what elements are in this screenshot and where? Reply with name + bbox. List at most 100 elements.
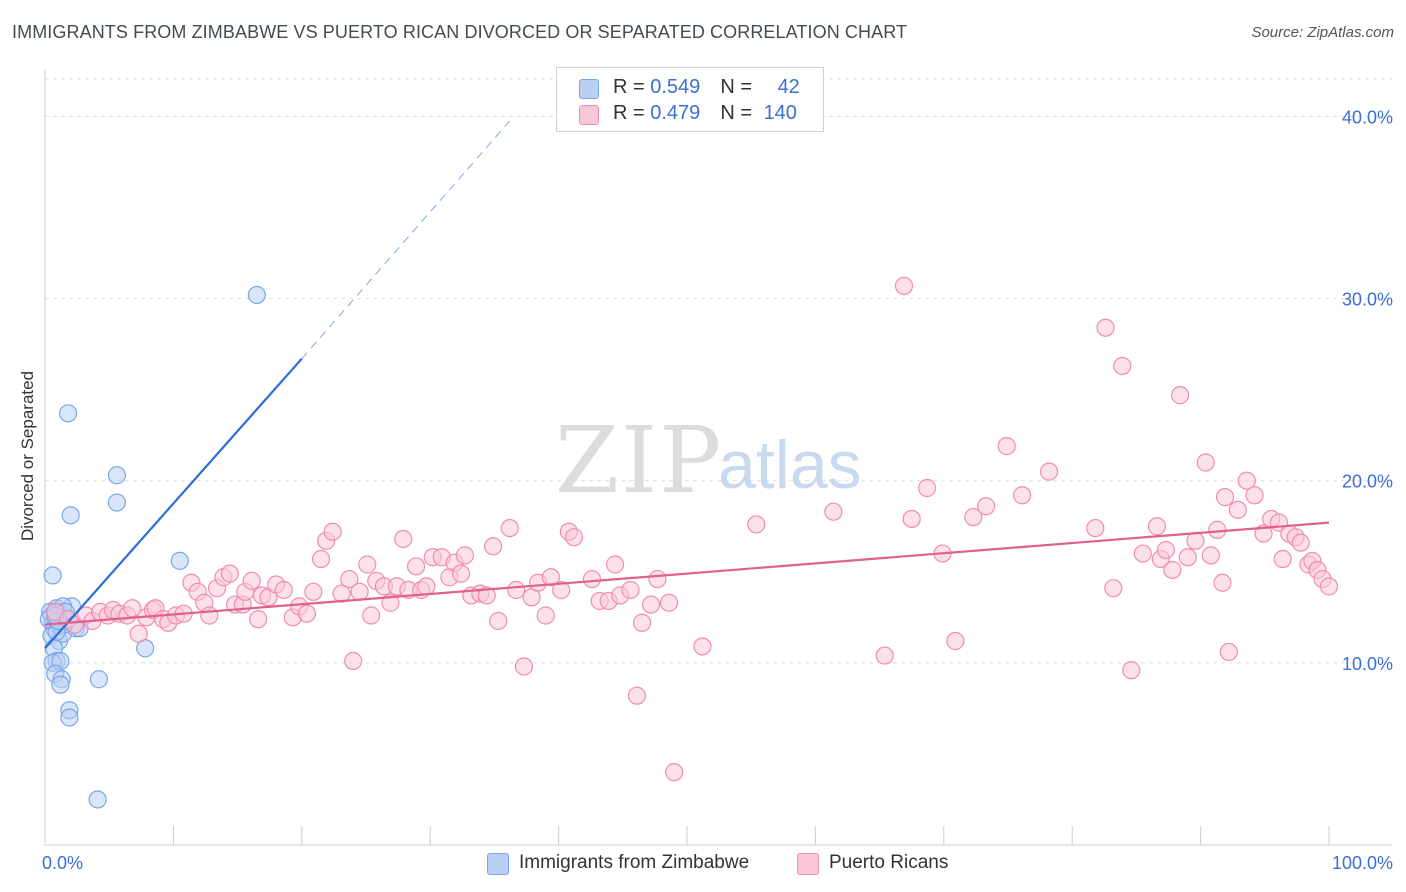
zimbabwe-point [61, 506, 80, 525]
puerto-rican-point [1208, 520, 1227, 539]
puerto-rican-point [564, 528, 584, 547]
puerto-rican-point [311, 549, 331, 569]
x-tick-label-left: 0.0% [42, 853, 83, 873]
puerto-rican-point [1170, 386, 1190, 405]
puerto-rican-point [747, 515, 766, 534]
puerto-rican-point [552, 580, 571, 600]
y-axis-label: Divorced or Separated [18, 371, 37, 541]
puerto-rican-point [536, 606, 555, 625]
legend-n-label: N = [720, 102, 758, 124]
puerto-rican-point [1237, 471, 1256, 490]
puerto-rican-point [507, 580, 526, 600]
source-credit: Source: ZipAtlas.com [1251, 24, 1394, 41]
zimbabwe-trend-line [44, 357, 303, 650]
legend-n-value: 42 [777, 76, 800, 98]
puerto-rican-point [641, 595, 661, 614]
puerto-rican-point [200, 606, 219, 625]
puerto-rican-point [1215, 488, 1235, 507]
puerto-rican-point [1228, 500, 1247, 519]
watermark-zip: ZIP [555, 407, 723, 514]
puerto-rican-point [394, 529, 413, 549]
bottom-legend-label-puerto-ricans: Puerto Ricans [829, 852, 949, 873]
legend-swatch-zimbabwe [579, 79, 599, 99]
puerto-rican-trend-line [44, 521, 1330, 626]
puerto-rican-point [1213, 573, 1232, 592]
puerto-rican-point [977, 497, 996, 516]
y-tick-label: 20.0% [1342, 472, 1393, 492]
zimbabwe-point [43, 566, 62, 585]
puerto-rican-point [1147, 517, 1167, 536]
zimbabwe-point [107, 466, 127, 485]
puerto-rican-point [500, 518, 519, 538]
puerto-rican-point [1319, 577, 1339, 596]
y-tick-label: 40.0% [1342, 107, 1393, 127]
puerto-rican-point [1163, 560, 1182, 580]
puerto-rican-point [621, 580, 640, 600]
stats-legend: R = 0.549 N = 42 R = 0.479 N = 140 [556, 67, 824, 132]
puerto-rican-point [918, 478, 937, 498]
y-tick-label: 30.0% [1342, 290, 1393, 310]
puerto-rican-point [406, 557, 426, 576]
zimbabwe-point [88, 790, 107, 809]
axes [44, 70, 1392, 846]
puerto-rican-point [1039, 462, 1059, 481]
puerto-rican-point [451, 564, 471, 583]
puerto-rican-point [1186, 531, 1205, 550]
legend-r-value: 0.549 [650, 76, 701, 98]
zimbabwe-trend-extension [301, 116, 515, 360]
zimbabwe-point [170, 551, 189, 570]
x-tick-label-right: 100.0% [1332, 853, 1393, 873]
zimbabwe-point [247, 285, 266, 305]
zimbabwe-point [107, 493, 127, 512]
puerto-rican-point [249, 610, 268, 629]
puerto-rican-point [659, 593, 679, 612]
puerto-rican-point [323, 522, 342, 541]
puerto-rican-point [541, 568, 560, 587]
puerto-rican-point [484, 537, 503, 556]
puerto-rican-point [344, 651, 363, 671]
puerto-rican-point [582, 569, 602, 589]
puerto-rican-point [693, 637, 712, 656]
puerto-rican-point [1086, 518, 1105, 538]
puerto-rican-point [455, 546, 474, 565]
bottom-legend-label-zimbabwe: Immigrants from Zimbabwe [519, 852, 750, 873]
puerto-rican-point [340, 569, 359, 589]
y-tick-label: 10.0% [1342, 654, 1393, 674]
puerto-rican-point [129, 624, 148, 643]
puerto-rican-point [1104, 579, 1123, 598]
zimbabwe-point [89, 670, 109, 689]
puerto-rican-point [1219, 642, 1238, 662]
puerto-rican-point [946, 631, 965, 651]
legend-swatch-puerto-ricans [579, 105, 599, 125]
tick-labels: 0.0% 100.0% Divorced or Separated 10.0% 2… [18, 107, 1393, 873]
bottom-legend-swatch-puerto-ricans [797, 853, 819, 875]
puerto-rican-point [274, 580, 293, 600]
puerto-rican-point [1122, 661, 1141, 680]
legend-r-label: R = [613, 102, 651, 124]
puerto-rican-point [350, 582, 369, 601]
puerto-rican-point [648, 569, 667, 589]
puerto-rican-point [1178, 548, 1197, 567]
puerto-rican-point [489, 611, 508, 631]
puerto-rican-point [875, 646, 894, 665]
watermark: ZIP atlas [555, 407, 862, 514]
chart-title: IMMIGRANTS FROM ZIMBABWE VS PUERTO RICAN… [12, 22, 908, 42]
puerto-rican-point [1156, 540, 1176, 560]
legend-r-label: R = [613, 76, 651, 98]
puerto-rican-point [964, 508, 983, 527]
puerto-rican-point [362, 606, 381, 625]
puerto-rican-point [358, 555, 377, 574]
puerto-rican-point [417, 577, 436, 596]
puerto-rican-point [894, 276, 914, 295]
legend-n-label: N = [720, 76, 758, 98]
puerto-rican-point [477, 586, 496, 605]
zimbabwe-point [59, 404, 78, 423]
puerto-rican-point [242, 571, 261, 590]
puerto-rican-point [1196, 453, 1215, 472]
puerto-rican-point [632, 613, 652, 632]
puerto-rican-point [1245, 486, 1264, 505]
puerto-rican-point [514, 657, 534, 676]
puerto-rican-point [1291, 533, 1310, 552]
puerto-rican-point [665, 763, 684, 782]
puerto-rican-point [627, 686, 647, 705]
